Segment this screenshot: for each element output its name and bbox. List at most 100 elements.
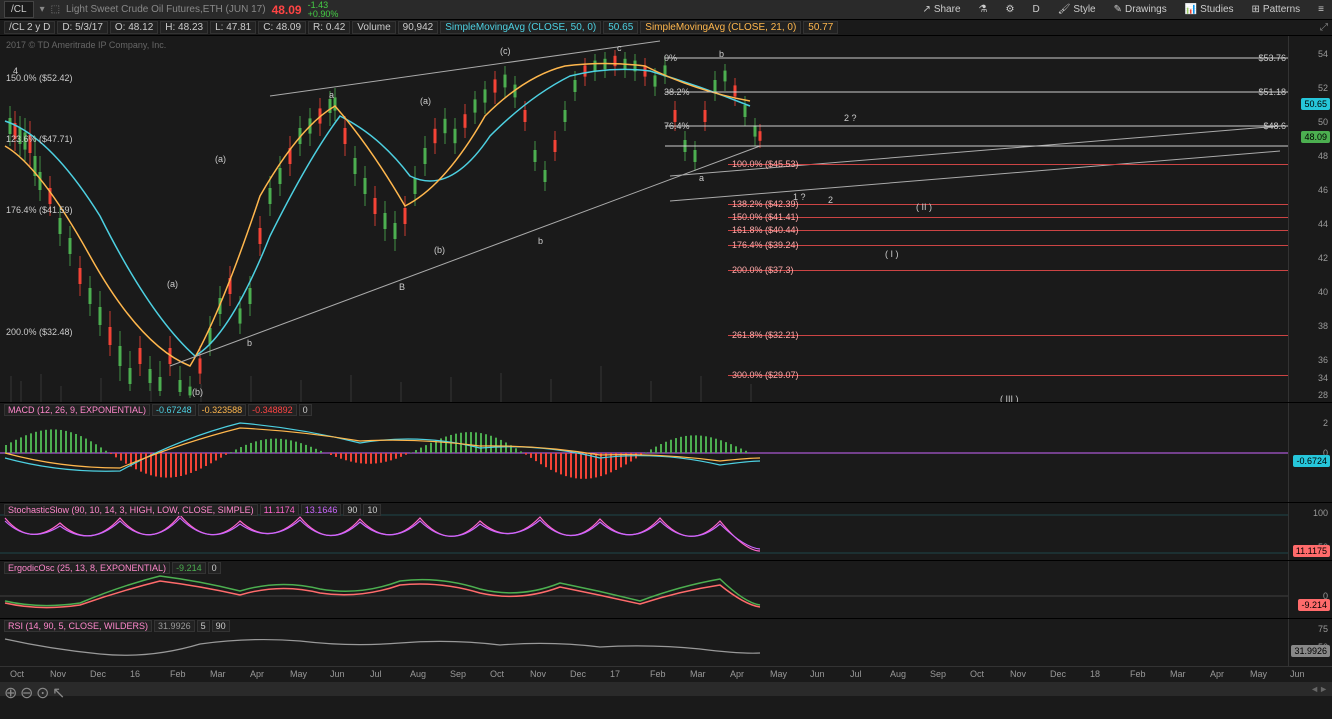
- time-tick: Aug: [890, 669, 906, 679]
- studies-icon: 📊: [1185, 4, 1197, 15]
- time-tick: Dec: [570, 669, 586, 679]
- wave-label: a: [699, 173, 704, 183]
- drawings-button[interactable]: ✎Drawings: [1110, 2, 1171, 17]
- time-tick: Dec: [90, 669, 106, 679]
- wave-label: B: [399, 282, 405, 292]
- flask-button[interactable]: ⚗: [975, 2, 992, 17]
- ergodic-val2: 0: [208, 562, 221, 574]
- price-badge: 50.65: [1301, 98, 1330, 110]
- macd-val3: -0.348892: [248, 404, 297, 416]
- price-tick: 48: [1318, 151, 1328, 161]
- wave-label: b: [247, 338, 252, 348]
- time-tick: Jul: [850, 669, 862, 679]
- menu-button[interactable]: ≡: [1314, 2, 1328, 17]
- time-tick: Oct: [10, 669, 24, 679]
- time-tick: Nov: [530, 669, 546, 679]
- axis-tick: 100: [1313, 508, 1328, 518]
- gear-icon: ⚙: [1005, 4, 1014, 15]
- dropdown-icon[interactable]: ▾: [40, 4, 45, 15]
- symbol-input[interactable]: /CL: [4, 1, 34, 18]
- fib-ext-label: 176.4% ($39.24): [732, 240, 799, 250]
- price-chart[interactable]: 2017 © TD Ameritrade IP Company, Inc.: [0, 36, 1332, 402]
- expand-icon[interactable]: ⤢: [1320, 22, 1328, 33]
- volume-value: 90,942: [398, 21, 439, 34]
- price-tick: 28: [1318, 390, 1328, 400]
- info-range: R: 0.42: [308, 21, 350, 34]
- fib-left-label: 176.4% ($41.59): [6, 205, 73, 215]
- time-tick: Apr: [1210, 669, 1224, 679]
- axis-tick: 2: [1323, 418, 1328, 428]
- stoch-label: StochasticSlow (90, 10, 14, 3, HIGH, LOW…: [4, 504, 258, 516]
- info-low: L: 47.81: [210, 21, 256, 34]
- macd-svg: [0, 403, 1288, 503]
- stoch-val2: 13.1646: [301, 504, 342, 516]
- cursor-icon[interactable]: ↖: [52, 683, 64, 695]
- zoom-in-icon[interactable]: ⊕: [4, 683, 16, 695]
- time-tick: Jul: [370, 669, 382, 679]
- fib-line: [728, 230, 1288, 231]
- time-tick: Nov: [1010, 669, 1026, 679]
- studies-button[interactable]: 📊Studies: [1181, 2, 1238, 17]
- time-tick: Dec: [1050, 669, 1066, 679]
- current-price: 48.09: [272, 3, 302, 17]
- symbol-timeframe: /CL 2 y D: [4, 21, 55, 34]
- price-tick: 52: [1318, 83, 1328, 93]
- fib-retr-label: 76.4%: [664, 121, 690, 131]
- wave-label: 1 ?: [793, 192, 806, 202]
- zoom-out-icon[interactable]: ⊖: [20, 683, 32, 695]
- ergodic-panel[interactable]: ErgodicOsc (25, 13, 8, EXPONENTIAL) -9.2…: [0, 560, 1332, 618]
- price-tick: 54: [1318, 49, 1328, 59]
- fib-retr-label: 0%: [664, 53, 677, 63]
- axis-badge: 31.9926: [1291, 645, 1330, 657]
- info-close: C: 48.09: [258, 21, 306, 34]
- time-axis: OctNovDec16FebMarAprMayJunJulAugSepOctNo…: [0, 666, 1332, 682]
- wave-label: (a): [215, 154, 226, 164]
- settings-button[interactable]: ⚙: [1001, 2, 1018, 17]
- fib-ext-label: 300.0% ($29.07): [732, 370, 799, 380]
- macd-val4: 0: [299, 404, 312, 416]
- fib-left-label: 123.6% ($47.71): [6, 134, 73, 144]
- wave-label: ( II ): [916, 202, 932, 212]
- zoom-fit-icon[interactable]: ⊙: [36, 683, 48, 695]
- axis-badge: -9.214: [1298, 599, 1330, 611]
- wave-label: c: [617, 43, 622, 53]
- fib-line: [728, 375, 1288, 376]
- style-button[interactable]: 🖌Style: [1054, 2, 1100, 17]
- pencil-icon: ✎: [1114, 4, 1122, 15]
- wave-label: (b): [192, 387, 203, 397]
- timeframe-button[interactable]: D: [1028, 2, 1043, 17]
- fib-line: [728, 270, 1288, 271]
- price-tick: 42: [1318, 253, 1328, 263]
- price-level-label: $48.6: [1263, 121, 1286, 131]
- patterns-icon: ⊞: [1252, 4, 1260, 15]
- time-tick: Feb: [650, 669, 666, 679]
- wave-label: 2: [828, 195, 833, 205]
- wave-label: (a): [167, 279, 178, 289]
- time-tick: Mar: [690, 669, 706, 679]
- macd-panel[interactable]: MACD (12, 26, 9, EXPONENTIAL) -0.67248 -…: [0, 402, 1332, 502]
- price-tick: 44: [1318, 219, 1328, 229]
- rsi-panel[interactable]: RSI (14, 90, 5, CLOSE, WILDERS) 31.9926 …: [0, 618, 1332, 666]
- share-button[interactable]: ↗Share: [918, 2, 964, 17]
- wave-label: b: [719, 49, 724, 59]
- price-tick: 40: [1318, 287, 1328, 297]
- ergodic-label: ErgodicOsc (25, 13, 8, EXPONENTIAL): [4, 562, 170, 574]
- wave-label: (a): [420, 96, 431, 106]
- patterns-button[interactable]: ⊞Patterns: [1248, 2, 1305, 17]
- time-tick: Oct: [490, 669, 504, 679]
- flask-icon: ⚗: [979, 4, 988, 15]
- time-tick: Apr: [250, 669, 264, 679]
- sma50-value: 50.65: [603, 21, 638, 34]
- scroll-icon[interactable]: ◄►: [1310, 684, 1328, 694]
- wave-label: (b): [434, 245, 445, 255]
- time-tick: Oct: [970, 669, 984, 679]
- fib-line: [728, 164, 1288, 165]
- sma50-label: SimpleMovingAvg (CLOSE, 50, 0): [440, 21, 601, 34]
- stoch-panel[interactable]: StochasticSlow (90, 10, 14, 3, HIGH, LOW…: [0, 502, 1332, 560]
- style-icon: 🖌: [1058, 4, 1071, 15]
- fib-retr-label: 38.2%: [664, 87, 690, 97]
- link-icon[interactable]: ⬚: [51, 4, 60, 15]
- fib-left-label: 200.0% ($32.48): [6, 327, 73, 337]
- ergodic-val1: -9.214: [172, 562, 206, 574]
- fib-ext-label: 200.0% ($37.3): [732, 265, 794, 275]
